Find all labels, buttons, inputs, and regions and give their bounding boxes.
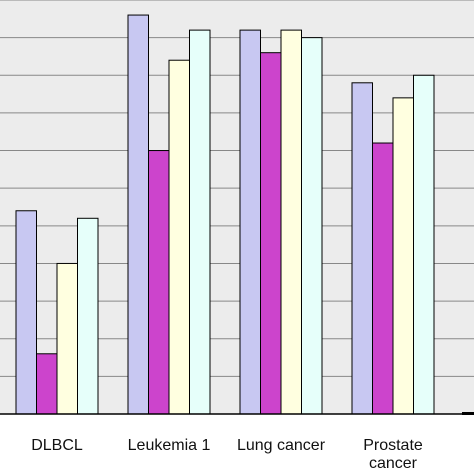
bar-3-dlbcl xyxy=(56,262,78,415)
bar-2-lung-cancer xyxy=(260,52,282,415)
bar-1-dlbcl xyxy=(15,210,37,415)
category-label: Lung cancer xyxy=(237,437,326,454)
bar-2-prostate-cancer xyxy=(372,142,394,415)
category-label: Leukemia 1 xyxy=(128,437,211,454)
bar-2-leukemia-1 xyxy=(148,150,170,415)
bar-1-prostate-cancer xyxy=(351,82,373,415)
bar-4-prostate-cancer xyxy=(413,74,435,415)
category-label: DLBCL xyxy=(31,437,83,454)
bar-4-lung-cancer xyxy=(301,37,323,415)
category-label: Prostate cancer xyxy=(363,437,423,472)
bar-1-lung-cancer xyxy=(239,29,261,415)
category-labels: DLBCL Leukemia 1 Lung cancer Prostate cancer xyxy=(31,437,423,472)
bar-1-leukemia-1 xyxy=(127,14,149,415)
bar-4-dlbcl xyxy=(77,217,99,415)
bar-3-leukemia-1 xyxy=(168,59,190,415)
bar-4-leukemia-1 xyxy=(189,29,211,415)
bar-3-lung-cancer xyxy=(280,29,302,415)
bar-2-dlbcl xyxy=(36,353,58,415)
bar-3-prostate-cancer xyxy=(392,97,414,415)
axis-end-mark xyxy=(462,412,474,415)
